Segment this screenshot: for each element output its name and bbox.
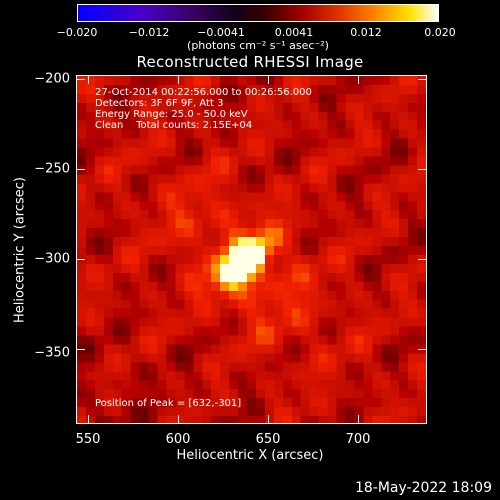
x-tick-label: 600 [165,432,191,447]
axis-tick-mark [418,79,426,80]
x-axis-label: Heliocentric X (arcsec) [176,448,324,463]
y-tick-label: −250 [34,161,70,177]
axis-tick-mark [88,76,89,84]
plot-area [76,75,427,424]
colorbar-tick: 0.0041 [274,26,314,39]
info-peak-position: Position of Peak = [632,-301] [95,398,242,409]
y-axis-label: Heliocentric Y (arcsec) [12,177,28,323]
x-tick-label: 700 [345,432,371,447]
x-tick-label: 650 [255,432,281,447]
info-detectors: Detectors: 3F 6F 9F, Att 3 [95,98,224,109]
colorbar-tick: 0.020 [424,26,456,39]
rhessi-heatmap [77,76,426,423]
colorbar-tick: −0.0041 [197,26,245,39]
y-tick-label: −300 [34,251,70,267]
axis-tick-mark [418,349,426,350]
axis-tick-mark [358,76,359,84]
axis-tick-mark [418,169,426,170]
axis-tick-mark [77,259,85,260]
axis-tick-mark [77,349,85,350]
axis-tick-mark [268,76,269,84]
timestamp: 18-May-2022 18:09 [354,480,492,496]
axis-tick-mark [418,259,426,260]
colorbar [77,4,439,22]
colorbar-tick: −0.012 [128,26,170,39]
colorbar-tick: 0.012 [350,26,382,39]
axis-tick-mark [77,79,85,80]
axis-tick-mark [178,76,179,84]
axis-tick-mark [178,415,179,423]
y-tick-label: −350 [34,345,70,361]
colorbar-tick: −0.020 [56,26,98,39]
axis-tick-mark [268,415,269,423]
colorbar-unit-label: (photons cm⁻² s⁻¹ asec⁻²) [187,39,329,52]
y-tick-label: −200 [34,71,70,87]
axis-tick-mark [77,169,85,170]
plot-title: Reconstructed RHESSI Image [136,53,364,71]
x-tick-label: 550 [75,432,101,447]
info-energy-range: Energy Range: 25.0 - 50.0 keV [95,109,248,120]
axis-tick-mark [358,415,359,423]
axis-tick-mark [88,415,89,423]
info-total-counts: Clean Total counts: 2.15E+04 [95,120,253,131]
info-time-range: 27-Oct-2014 00:22:56.000 to 00:26:56.000 [95,87,312,98]
